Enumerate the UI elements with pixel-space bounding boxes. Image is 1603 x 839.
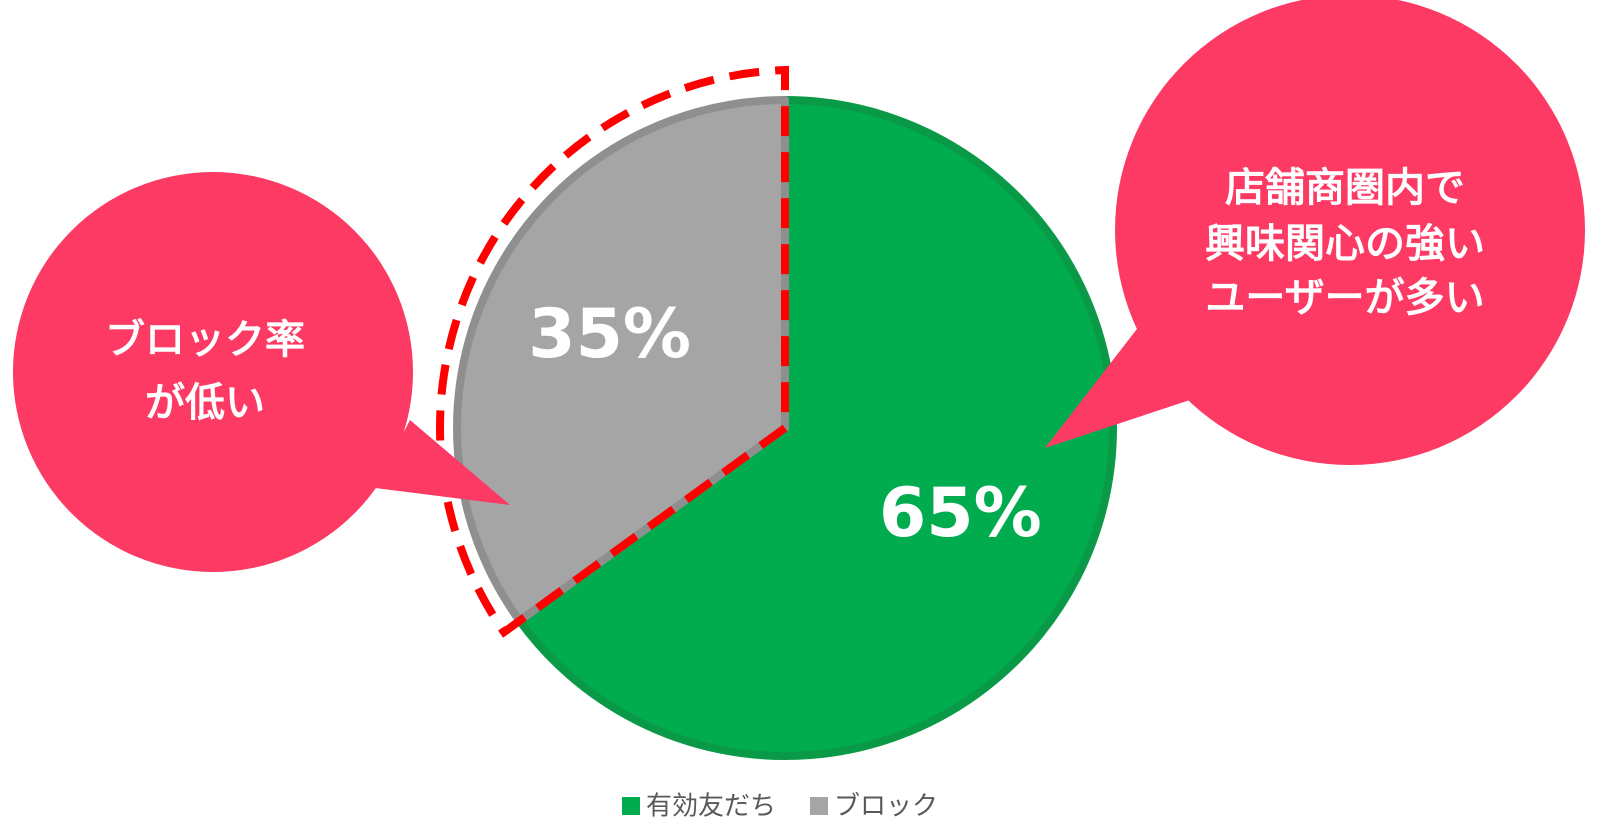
pie xyxy=(436,65,1117,760)
callout-bubble xyxy=(1115,0,1585,465)
annotation-line: 興味関心の強い xyxy=(1205,221,1485,267)
legend-label: ブロック xyxy=(834,792,938,822)
callout-bubble xyxy=(13,172,413,572)
legend-swatch xyxy=(810,797,829,815)
annotation-line: 店舗商圏内で xyxy=(1225,165,1465,211)
annotation-line: ユーザーが多い xyxy=(1205,275,1484,321)
callout-tail xyxy=(375,420,510,505)
data-label: 35% xyxy=(528,295,691,374)
legend-label: 有効友だち xyxy=(646,792,776,822)
data-label: 65% xyxy=(879,474,1042,553)
annotation-line: が低い xyxy=(145,380,265,426)
pie-slice xyxy=(515,96,1117,760)
pie-slice xyxy=(453,96,789,625)
legend: 有効友だち ブロック xyxy=(622,792,938,822)
annotation-line: ブロック率 xyxy=(105,317,305,363)
legend-swatch xyxy=(622,797,640,815)
